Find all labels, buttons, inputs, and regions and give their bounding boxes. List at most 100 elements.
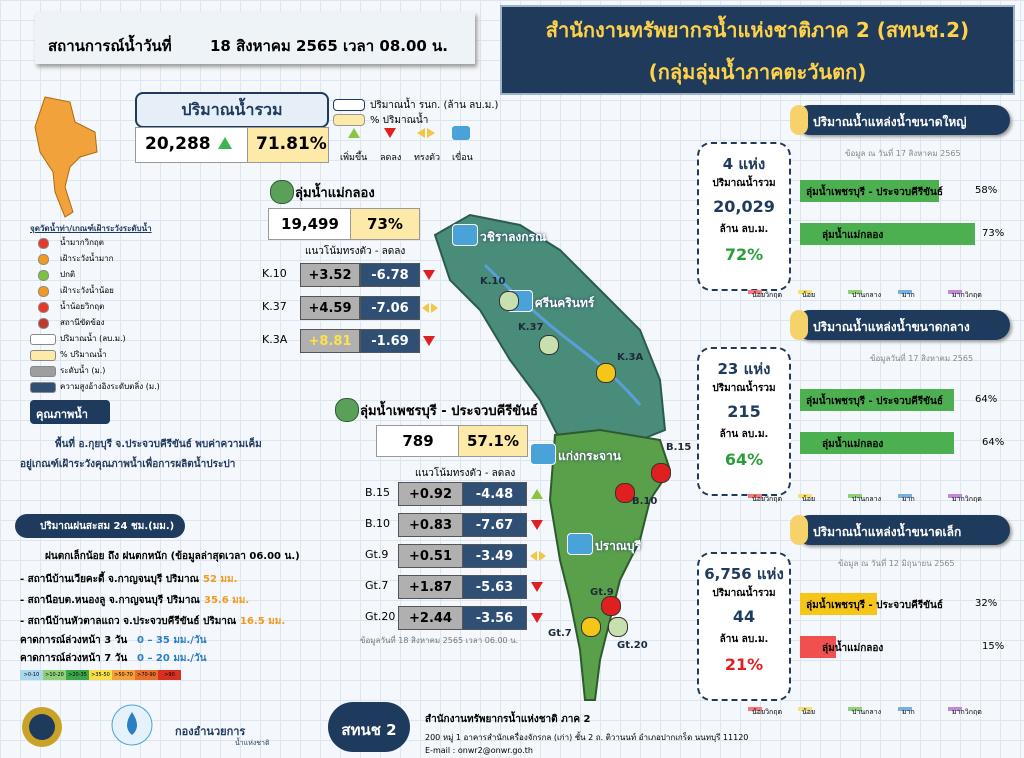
station-label: Gt.7: [548, 628, 572, 639]
scale-swatch: [798, 707, 812, 711]
res-summary-box: [697, 142, 791, 291]
dam-label: แก่งกระจาน: [558, 449, 621, 463]
legend-marker: [30, 334, 56, 345]
res-bar: [800, 223, 976, 245]
total-volume: 20,288: [145, 134, 211, 154]
res-title: ปริมาณน้ำแหล่งน้ำขนาดเล็ก: [813, 525, 962, 539]
basin-name: ลุ่มน้ำเพชรบุรี - ประจวบคีรีขันธ์: [360, 404, 538, 419]
scale-label: ปานกลาง: [852, 495, 882, 503]
title-line1: สำนักงานทรัพยากรน้ำแห่งชาติภาค 2 (สทนช.2…: [545, 18, 970, 42]
station-marker: [608, 617, 628, 637]
station-label: B.10: [632, 496, 658, 507]
scale-swatch: [748, 290, 762, 294]
basin-percent: 57.1%: [458, 425, 528, 457]
station-id: Gt.9: [365, 548, 389, 561]
res-total-label: ปริมาณน้ำรวม: [712, 178, 776, 189]
rain-amount: 16.5 มม.: [240, 616, 286, 627]
station-marker: [596, 363, 616, 383]
trend-arrow: [531, 613, 543, 623]
legend-marker: [38, 286, 49, 297]
dam-label: วชิราลงกรณ: [480, 230, 547, 244]
station-marker: [601, 596, 621, 616]
scale-swatch: [898, 290, 912, 294]
rain-amount: 52 มม.: [203, 574, 238, 585]
station-label: B.15: [666, 442, 692, 453]
res-volume: 44: [732, 607, 756, 626]
res-volume: 20,029: [713, 197, 775, 216]
station-marker: [499, 291, 519, 311]
res-basin-name: ลุ่มน้ำแม่กลอง: [822, 439, 884, 450]
scale-swatch: [848, 494, 862, 498]
scale-label: น้อยวิกฤต: [752, 495, 783, 503]
res-percent: 64%: [724, 450, 764, 469]
trend-arrow: [531, 520, 543, 530]
rain-scale-cell: >70-90: [135, 670, 158, 680]
scale-swatch: [848, 290, 862, 294]
forecast-label: คาดการณ์ล่วงหน้า 3 วัน: [20, 635, 128, 646]
res-title: ปริมาณน้ำแหล่งน้ำขนาดใหญ่: [813, 115, 967, 129]
forecast-range: 0 – 35 มม./วัน: [137, 635, 207, 646]
rain-scale-cell: >20-35: [66, 670, 89, 680]
station-rise: +2.44: [398, 606, 463, 630]
res-basin-name: ลุ่มน้ำแม่กลอง: [822, 230, 884, 241]
legend-marker: [38, 318, 49, 329]
scale-label: มากวิกฤต: [952, 708, 982, 716]
scale-label: ปานกลาง: [852, 708, 882, 716]
basin-volume: 789: [376, 425, 460, 457]
scale-swatch: [748, 707, 762, 711]
quality-line: พื้นที่ อ.กุยบุรี จ.ประจวบคีรีขันธ์ พบค่…: [55, 439, 262, 450]
basin-percent: 73%: [350, 208, 420, 240]
dam-label: ศรีนครินทร์: [535, 296, 595, 310]
res-bar: [800, 180, 940, 202]
scale-swatch: [898, 707, 912, 711]
trend-arrow: [423, 336, 435, 346]
badge: สทนช 2: [341, 721, 397, 739]
scale-label: น้อย: [802, 495, 816, 503]
res-percent: 15%: [982, 641, 1005, 652]
res-basin-name: ลุ่มน้ำเพชรบุรี - ประจวบคีรีขันธ์: [806, 396, 943, 407]
legend-volume: ปริมาณน้ำ รนก. (ล้าน ลบ.ม.): [370, 100, 499, 111]
res-bar: [800, 593, 877, 615]
legend-swatch: [333, 99, 365, 111]
rain-scale-cell: >0-10: [20, 670, 43, 680]
legend-icons: [348, 126, 470, 140]
station-label: Gt.9: [590, 587, 614, 598]
res-volume: 215: [727, 402, 761, 421]
legend-marker: [38, 302, 49, 313]
rain-scale-cell: >90: [158, 670, 181, 680]
email: E-mail : onwr2@onwr.go.th: [425, 746, 533, 755]
station-fall: -4.48: [462, 482, 527, 506]
res-percent: 64%: [982, 437, 1005, 448]
res-title-box: [795, 310, 1010, 340]
res-percent: 72%: [724, 245, 764, 264]
rain-station: - สถานีบ้านหัวตาลแถว จ.ประจวบคีรีขันธ์ ป…: [20, 616, 237, 627]
scale-swatch: [898, 494, 912, 498]
res-unit: ล้าน ลบ.ม.: [719, 224, 769, 235]
scale-label: น้อยวิกฤต: [752, 708, 783, 716]
rain-station: - สถานีอบต.หนองลู จ.กาญจนบุรี ปริมาณ: [20, 595, 200, 606]
scale-swatch: [798, 494, 812, 498]
station-marker: [651, 463, 671, 483]
res-bar: [800, 432, 954, 454]
res-count: 6,756 แห่ง: [704, 565, 784, 583]
legend-item: ระดับน้ำ (ม.): [60, 366, 106, 375]
legend-item: สถานีขัดข้อง: [60, 318, 105, 327]
scale-label: มาก: [902, 495, 915, 503]
station-fall: -6.78: [360, 263, 420, 287]
total-label: ปริมาณน้ำรวม: [181, 100, 283, 119]
scale-label: มากวิกฤต: [952, 495, 982, 503]
scale-swatch: [948, 290, 962, 294]
res-unit: ล้าน ลบ.ม.: [719, 634, 769, 645]
res-summary-box: [697, 347, 791, 496]
basin-trend: แนวโน้มทรงตัว - ลดลง: [305, 246, 406, 257]
res-date: ข้อมูล ณ วันที่ 12 มิถุนายน 2565: [838, 559, 955, 568]
station-id: K.37: [262, 300, 287, 313]
rain-scale-cell: >10-20: [43, 670, 66, 680]
res-basin-name: ลุ่มน้ำเพชรบุรี - ประจวบคีรีขันธ์: [806, 187, 943, 198]
scale-label: น้อย: [802, 708, 816, 716]
station-label: K.37: [518, 322, 544, 333]
title-line2: (กลุ่มลุ่มน้ำภาคตะวันตก): [648, 60, 867, 84]
title-box: [500, 5, 1015, 95]
res-count: 23 แห่ง: [717, 360, 771, 378]
header-box: [35, 12, 475, 64]
